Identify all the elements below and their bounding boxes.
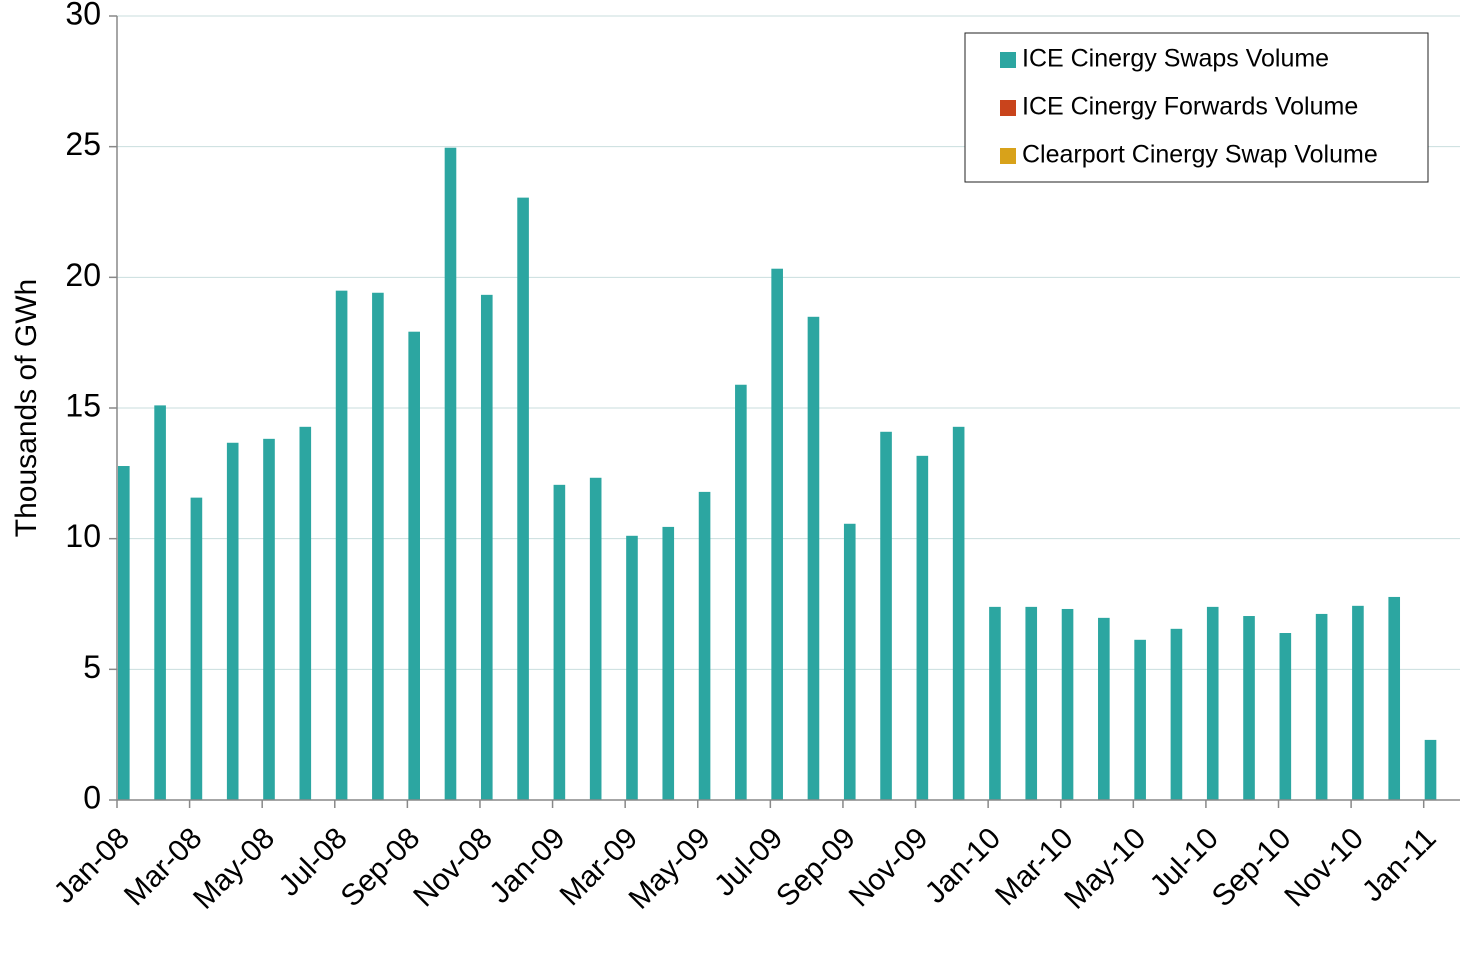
bar <box>589 477 602 800</box>
bar <box>480 294 493 800</box>
bar <box>1279 633 1292 800</box>
bar <box>807 316 820 800</box>
legend-swatch <box>1000 52 1016 68</box>
legend-swatch <box>1000 100 1016 116</box>
y-tick-label: 25 <box>65 126 101 162</box>
y-tick-label: 30 <box>65 0 101 31</box>
bar <box>1025 606 1038 800</box>
bar <box>626 535 638 800</box>
x-tick-label: Nov-10 <box>1278 822 1370 914</box>
y-tick-label: 20 <box>65 257 101 293</box>
legend-box <box>964 32 1429 183</box>
bar <box>190 497 203 800</box>
x-tick-label: Sep-08 <box>335 822 427 914</box>
bar <box>735 384 747 800</box>
bar <box>1206 606 1219 800</box>
bar <box>916 455 929 800</box>
y-tick-label: 15 <box>65 387 101 423</box>
y-axis-title: Thousands of GWh <box>10 279 43 537</box>
bar <box>698 491 711 800</box>
bar <box>1170 628 1183 800</box>
x-tick-label: Sep-09 <box>770 822 862 914</box>
bar <box>989 606 1001 800</box>
bar <box>408 331 420 800</box>
x-tick-label: Jan-08 <box>48 822 136 910</box>
x-tick-label: Jan-10 <box>919 822 1007 910</box>
bar <box>1061 608 1074 800</box>
bar <box>335 290 348 800</box>
bar <box>880 431 892 800</box>
x-tick-label: Nov-08 <box>407 822 499 914</box>
bar <box>154 405 166 800</box>
x-tick-label: May-10 <box>1058 822 1152 916</box>
bar <box>372 292 384 800</box>
legend-swatch <box>1000 148 1016 164</box>
bar <box>1352 605 1364 800</box>
bar <box>517 197 529 801</box>
bar <box>1315 613 1328 800</box>
x-tick-label: Nov-09 <box>843 822 935 914</box>
bar <box>771 268 783 800</box>
bar <box>1134 639 1146 800</box>
y-tick-label: 5 <box>83 649 101 685</box>
bar <box>843 523 856 800</box>
legend-label: Clearport Cinergy Swap Volume <box>1022 141 1378 169</box>
bar <box>952 426 965 800</box>
y-tick-label: 0 <box>83 779 101 815</box>
bar <box>226 442 239 800</box>
bar <box>553 484 566 800</box>
bar <box>1243 616 1255 800</box>
bar <box>662 526 675 800</box>
x-tick-label: May-09 <box>623 822 717 916</box>
x-tick-label: May-08 <box>187 822 281 916</box>
bar <box>263 438 275 800</box>
x-tick-label: Jan-09 <box>483 822 571 910</box>
bar <box>1388 596 1401 800</box>
x-tick-label: Sep-10 <box>1206 822 1298 914</box>
bar <box>118 466 130 800</box>
bar <box>1098 617 1110 800</box>
bar <box>444 147 457 800</box>
bar <box>299 426 312 800</box>
y-tick-label: 10 <box>65 518 101 554</box>
bar <box>1424 739 1437 800</box>
legend-label: ICE Cinergy Forwards Volume <box>1022 93 1358 121</box>
x-tick-label: Jan-11 <box>1356 822 1443 909</box>
legend-label: ICE Cinergy Swaps Volume <box>1022 45 1329 73</box>
legend: ICE Cinergy Swaps Volume ICE Cinergy Forw… <box>964 32 1429 183</box>
